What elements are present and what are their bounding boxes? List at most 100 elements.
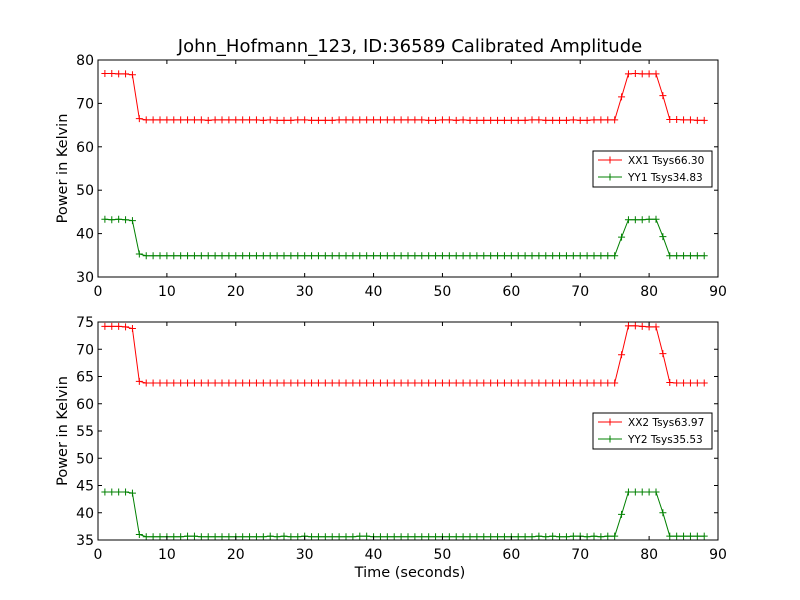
top-series-0-point (342, 116, 350, 124)
bottom-series-0-point (342, 379, 350, 387)
bottom-series-1-point (556, 533, 564, 541)
bottom-series-1-point (204, 533, 212, 541)
top-series-1-point (232, 252, 240, 260)
top-series-0-point (301, 116, 309, 124)
top-series-0-point (156, 116, 164, 124)
bottom-series-0-point (294, 379, 302, 387)
top-series-0-point (259, 116, 267, 124)
top-series-1-point (128, 217, 136, 225)
bottom-series-0-point (673, 379, 681, 387)
bottom-series-0-point (583, 379, 591, 387)
bottom-series-0-point (328, 379, 336, 387)
top-series-1-point (383, 252, 391, 260)
bottom-series-1-markers (101, 488, 708, 541)
bottom-y-tick-label: 60 (76, 397, 94, 413)
top-series-1-point (314, 252, 322, 260)
bottom-series-0-point (370, 379, 378, 387)
top-series-0-point (611, 116, 619, 124)
top-legend-marker (606, 173, 614, 181)
bottom-series-1-point (122, 488, 130, 496)
bottom-series-1-point (108, 488, 116, 496)
bottom-series-0-point (356, 379, 364, 387)
bottom-series-1-point (473, 533, 481, 541)
top-series-0-point (438, 116, 446, 124)
bottom-series-1-point (466, 533, 474, 541)
top-series-0-point (459, 116, 467, 124)
top-series-1-point (108, 216, 116, 224)
bottom-x-tick-label: 20 (227, 547, 245, 563)
bottom-y-axis-label: Power in Kelvin (55, 376, 71, 486)
top-series-1-point (645, 215, 653, 223)
bottom-series-0-point (611, 379, 619, 387)
top-series-1-point (432, 252, 440, 260)
bottom-series-0-point (514, 379, 522, 387)
top-series-1-point (142, 252, 150, 260)
bottom-series-0-point (218, 379, 226, 387)
bottom-series-1-point (266, 532, 274, 540)
top-series-1-point (556, 252, 564, 260)
bottom-series-0-point (528, 379, 536, 387)
top-series-0-point (246, 116, 254, 124)
bottom-series-1-point (673, 532, 681, 540)
top-series-1-point (404, 252, 412, 260)
top-series-1-point (542, 252, 550, 260)
bottom-x-tick-label: 30 (296, 547, 314, 563)
top-series-1-point (370, 252, 378, 260)
top-y-tick-label: 80 (76, 53, 94, 69)
top-series-1-point (445, 252, 453, 260)
top-series-0-point (376, 116, 384, 124)
bottom-series-1-point (494, 533, 502, 541)
bottom-series-1-point (700, 532, 708, 540)
top-series-1-point (624, 216, 632, 224)
top-series-1-point (535, 252, 543, 260)
top-series-1-point (239, 252, 247, 260)
bottom-series-0-point (480, 379, 488, 387)
bottom-series-1-point (149, 533, 157, 541)
bottom-series-0-point (604, 379, 612, 387)
bottom-series-0-point (252, 379, 260, 387)
top-series-0-point (597, 116, 605, 124)
bottom-series-1-point (156, 533, 164, 541)
top-series-1-point (225, 252, 233, 260)
bottom-series-0-point (101, 322, 109, 330)
top-series-1-point (397, 252, 405, 260)
bottom-series-1-point (294, 533, 302, 541)
bottom-series-0-point (239, 379, 247, 387)
bottom-series-1-point (128, 489, 136, 497)
bottom-legend-label: YY2 Tsys35.53 (627, 434, 703, 446)
top-series-0-point (218, 116, 226, 124)
top-x-tick-label: 70 (571, 284, 589, 300)
bottom-y-tick-label: 65 (76, 370, 94, 386)
bottom-y-tick-label: 55 (76, 424, 94, 440)
top-series-1-point (218, 252, 226, 260)
bottom-series-1-point (459, 533, 467, 541)
top-series-0-point (204, 116, 212, 124)
top-series-0-point (528, 116, 536, 124)
top-series-1-point (686, 252, 694, 260)
bottom-series-0-point (693, 379, 701, 387)
top-series-1-point (204, 252, 212, 260)
bottom-series-1-point (349, 533, 357, 541)
bottom-series-0-point (259, 379, 267, 387)
bottom-series-0-point (452, 379, 460, 387)
top-x-tick-label: 10 (158, 284, 176, 300)
top-series-0-point (128, 71, 136, 79)
bottom-series-0-point (666, 378, 674, 386)
top-series-1-point (604, 252, 612, 260)
bottom-series-1-point (535, 532, 543, 540)
top-series-0-point (700, 116, 708, 124)
top-series-1-point (101, 215, 109, 223)
top-y-tick-label: 60 (76, 140, 94, 156)
bottom-series-0-point (459, 379, 467, 387)
bottom-series-1-point (197, 533, 205, 541)
top-series-0-point (604, 116, 612, 124)
top-series-1-point (514, 252, 522, 260)
bottom-series-1-point (101, 488, 109, 496)
bottom-series-1-point (328, 533, 336, 541)
bottom-series-0-point (321, 379, 329, 387)
bottom-series-0-point (466, 379, 474, 387)
bottom-series-0-point (700, 379, 708, 387)
bottom-x-tick-label: 0 (94, 547, 103, 563)
bottom-series-0-point (273, 379, 281, 387)
top-series-0-point (363, 116, 371, 124)
